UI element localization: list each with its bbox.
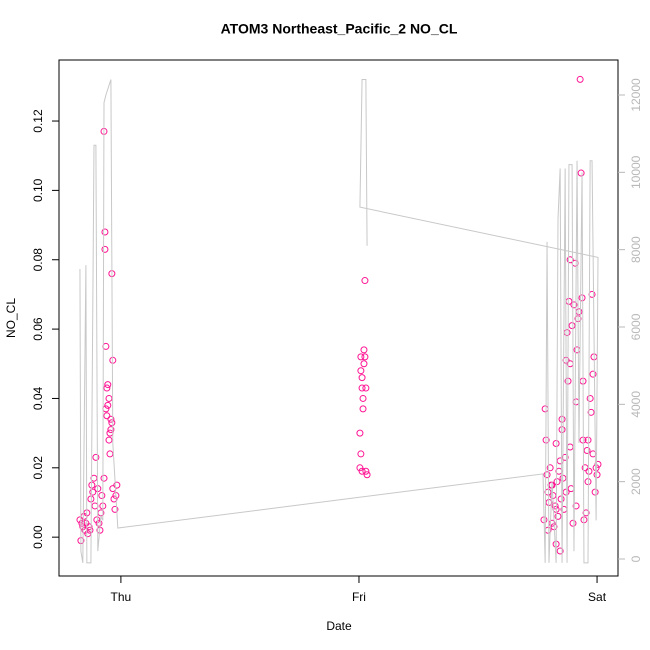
y2-tick-label: 0 bbox=[629, 555, 643, 562]
y2-tick-label: 4000 bbox=[629, 391, 643, 418]
point bbox=[588, 290, 596, 298]
point bbox=[359, 405, 367, 413]
point bbox=[575, 308, 583, 316]
point bbox=[558, 415, 566, 423]
point bbox=[568, 322, 576, 330]
point bbox=[361, 277, 369, 285]
point bbox=[358, 374, 366, 382]
point bbox=[110, 495, 118, 503]
x-tick-label: Sat bbox=[588, 590, 607, 604]
y-tick-label: 0.06 bbox=[31, 317, 45, 341]
point bbox=[589, 370, 597, 378]
point bbox=[101, 245, 109, 253]
y-tick-label: 0.12 bbox=[31, 109, 45, 133]
point bbox=[105, 394, 113, 402]
point bbox=[357, 450, 365, 458]
y-axis-label: NO_CL bbox=[4, 298, 18, 338]
point bbox=[551, 502, 559, 510]
y2-tick-label: 10000 bbox=[629, 155, 643, 189]
point bbox=[107, 415, 115, 423]
point bbox=[557, 495, 565, 503]
y-tick-label: 0.08 bbox=[31, 248, 45, 272]
x-tick-label: Thu bbox=[111, 590, 132, 604]
point bbox=[552, 440, 560, 448]
point bbox=[92, 453, 100, 461]
y-tick-label: 0.10 bbox=[31, 178, 45, 202]
y2-tick-label: 6000 bbox=[629, 313, 643, 340]
y2-tick-label: 8000 bbox=[629, 236, 643, 263]
point bbox=[582, 509, 590, 517]
point bbox=[546, 464, 554, 472]
point bbox=[98, 492, 106, 500]
line bbox=[79, 79, 599, 564]
point bbox=[593, 471, 601, 479]
y-tick-label: 0.04 bbox=[31, 386, 45, 410]
point bbox=[360, 360, 368, 368]
point bbox=[91, 502, 99, 510]
point bbox=[360, 346, 368, 354]
point bbox=[357, 367, 365, 375]
point bbox=[113, 481, 121, 489]
point bbox=[104, 401, 112, 409]
point bbox=[576, 75, 584, 83]
point bbox=[554, 512, 562, 520]
point bbox=[359, 394, 367, 402]
point bbox=[111, 505, 119, 513]
chart-title: ATOM3 Northeast_Pacific_2 NO_CL bbox=[221, 21, 458, 37]
y2-tick-label: 2000 bbox=[629, 468, 643, 495]
point bbox=[362, 384, 370, 392]
y2-tick-label: 12000 bbox=[629, 78, 643, 112]
point bbox=[103, 412, 111, 420]
x-axis-label: Date bbox=[326, 619, 352, 633]
point bbox=[103, 384, 111, 392]
x-tick-label: Fri bbox=[352, 590, 366, 604]
point bbox=[101, 228, 109, 236]
point bbox=[78, 519, 86, 527]
point bbox=[357, 353, 365, 361]
point bbox=[100, 474, 108, 482]
point bbox=[543, 471, 551, 479]
point bbox=[95, 519, 103, 527]
point bbox=[85, 523, 93, 531]
point bbox=[356, 464, 364, 472]
point bbox=[566, 256, 574, 264]
point bbox=[589, 450, 597, 458]
point bbox=[106, 450, 114, 458]
point bbox=[358, 384, 366, 392]
point bbox=[570, 301, 578, 309]
point bbox=[578, 294, 586, 302]
point bbox=[107, 426, 115, 434]
point bbox=[358, 467, 366, 475]
y-tick-label: 0.02 bbox=[31, 456, 45, 480]
point bbox=[362, 467, 370, 475]
point bbox=[583, 446, 591, 454]
point bbox=[558, 426, 566, 434]
point bbox=[105, 436, 113, 444]
point bbox=[93, 516, 101, 524]
point bbox=[356, 429, 364, 437]
point bbox=[569, 519, 577, 527]
point bbox=[363, 471, 371, 479]
point bbox=[544, 488, 552, 496]
point bbox=[104, 381, 112, 389]
y-tick-label: 0.00 bbox=[31, 525, 45, 549]
point bbox=[361, 353, 369, 361]
point bbox=[561, 453, 569, 461]
point bbox=[587, 408, 595, 416]
point bbox=[556, 547, 564, 555]
point bbox=[108, 419, 116, 427]
point bbox=[572, 502, 580, 510]
plot-frame bbox=[58, 59, 619, 577]
point bbox=[563, 329, 571, 337]
point bbox=[591, 488, 599, 496]
point bbox=[541, 405, 549, 413]
point bbox=[584, 436, 592, 444]
point bbox=[89, 488, 97, 496]
point bbox=[573, 346, 581, 354]
point bbox=[586, 394, 594, 402]
point bbox=[562, 488, 570, 496]
point bbox=[577, 169, 585, 177]
